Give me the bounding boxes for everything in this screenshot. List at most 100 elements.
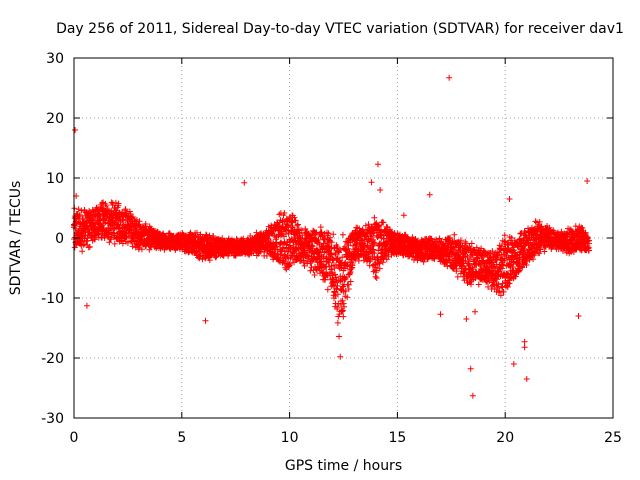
outlier-point	[510, 361, 517, 367]
data-point	[356, 225, 363, 232]
data-point	[294, 222, 301, 229]
data-point	[361, 243, 368, 250]
data-point	[102, 219, 109, 226]
data-point	[337, 246, 344, 253]
data-point	[324, 286, 331, 293]
data-point	[339, 297, 346, 304]
outlier-point	[72, 127, 79, 133]
data-point	[263, 252, 270, 259]
data-point	[136, 218, 143, 225]
outlier-point	[463, 316, 470, 322]
data-point	[373, 275, 380, 282]
data-point	[367, 256, 374, 263]
data-point	[86, 243, 93, 250]
x-tick-label: 10	[281, 430, 299, 446]
data-point	[328, 251, 335, 258]
data-point	[129, 243, 136, 250]
data-point	[371, 250, 378, 257]
data-point	[347, 268, 354, 275]
y-axis-label: SDTVAR / TECUs	[8, 181, 24, 296]
data-point	[291, 214, 298, 221]
y-tick-label: 20	[46, 111, 64, 127]
data-point	[328, 239, 335, 246]
data-point	[106, 239, 113, 246]
y-tick-label: -10	[41, 291, 64, 307]
data-point	[323, 269, 330, 276]
data-point	[119, 240, 126, 247]
data-point	[339, 307, 346, 314]
data-point	[192, 233, 199, 240]
data-point	[98, 200, 105, 207]
data-point	[365, 221, 372, 228]
outlier-point	[584, 178, 591, 184]
outlier-point	[374, 161, 381, 168]
data-point	[374, 254, 381, 261]
outlier-point	[467, 365, 474, 372]
data-point	[376, 265, 383, 272]
data-point	[330, 231, 337, 238]
data-point	[281, 210, 288, 217]
data-point	[330, 256, 337, 263]
outlier-point	[337, 353, 344, 360]
data-point	[373, 267, 380, 274]
outlier-point	[241, 179, 248, 186]
data-point	[362, 222, 369, 229]
data-point	[334, 244, 341, 251]
y-tick-label: -30	[41, 411, 64, 427]
data-point	[348, 265, 355, 272]
outlier-point	[521, 344, 528, 351]
data-point	[345, 281, 352, 288]
data-point	[334, 319, 341, 326]
data-point	[369, 262, 376, 269]
data-point	[369, 243, 376, 250]
data-point	[345, 245, 352, 252]
data-point	[342, 287, 349, 294]
data-point	[315, 236, 322, 243]
data-point	[334, 304, 341, 311]
outlier-point	[202, 317, 209, 324]
data-point	[276, 211, 283, 218]
x-tick-label: 5	[177, 430, 186, 446]
outlier-point	[506, 196, 513, 202]
data-point	[351, 254, 358, 261]
data-point	[370, 246, 377, 253]
data-point	[318, 229, 325, 236]
data-point	[253, 229, 260, 236]
data-point	[339, 231, 346, 238]
data-point	[77, 220, 84, 227]
data-point	[292, 217, 299, 224]
y-tick-label: -20	[41, 351, 64, 367]
data-point	[532, 218, 539, 225]
data-point	[366, 258, 373, 265]
data-point	[257, 248, 264, 255]
outlier-point	[437, 311, 444, 318]
data-point	[284, 221, 291, 228]
data-point	[334, 282, 341, 289]
outlier-point	[523, 376, 530, 382]
chart-title: Day 256 of 2011, Sidereal Day-to-day VTE…	[56, 21, 624, 37]
outlier-point	[521, 338, 528, 345]
data-point	[333, 285, 340, 292]
x-tick-label: 20	[496, 430, 514, 446]
data-point	[312, 230, 319, 237]
data-point	[340, 313, 347, 320]
data-point	[359, 226, 366, 233]
data-point	[112, 199, 119, 206]
data-point	[212, 254, 219, 261]
outlier-point	[400, 212, 407, 219]
data-point	[111, 240, 118, 247]
data-point	[308, 242, 315, 249]
data-point	[344, 294, 351, 301]
data-point	[334, 291, 341, 298]
data-point	[332, 274, 339, 281]
data-point	[194, 229, 201, 236]
data-point	[142, 221, 149, 228]
data-point	[75, 206, 82, 213]
outlier-point	[446, 74, 453, 81]
data-point	[325, 230, 332, 237]
outlier-point	[377, 187, 384, 193]
data-point	[103, 202, 110, 209]
data-point	[283, 266, 290, 273]
data-point	[115, 200, 122, 207]
